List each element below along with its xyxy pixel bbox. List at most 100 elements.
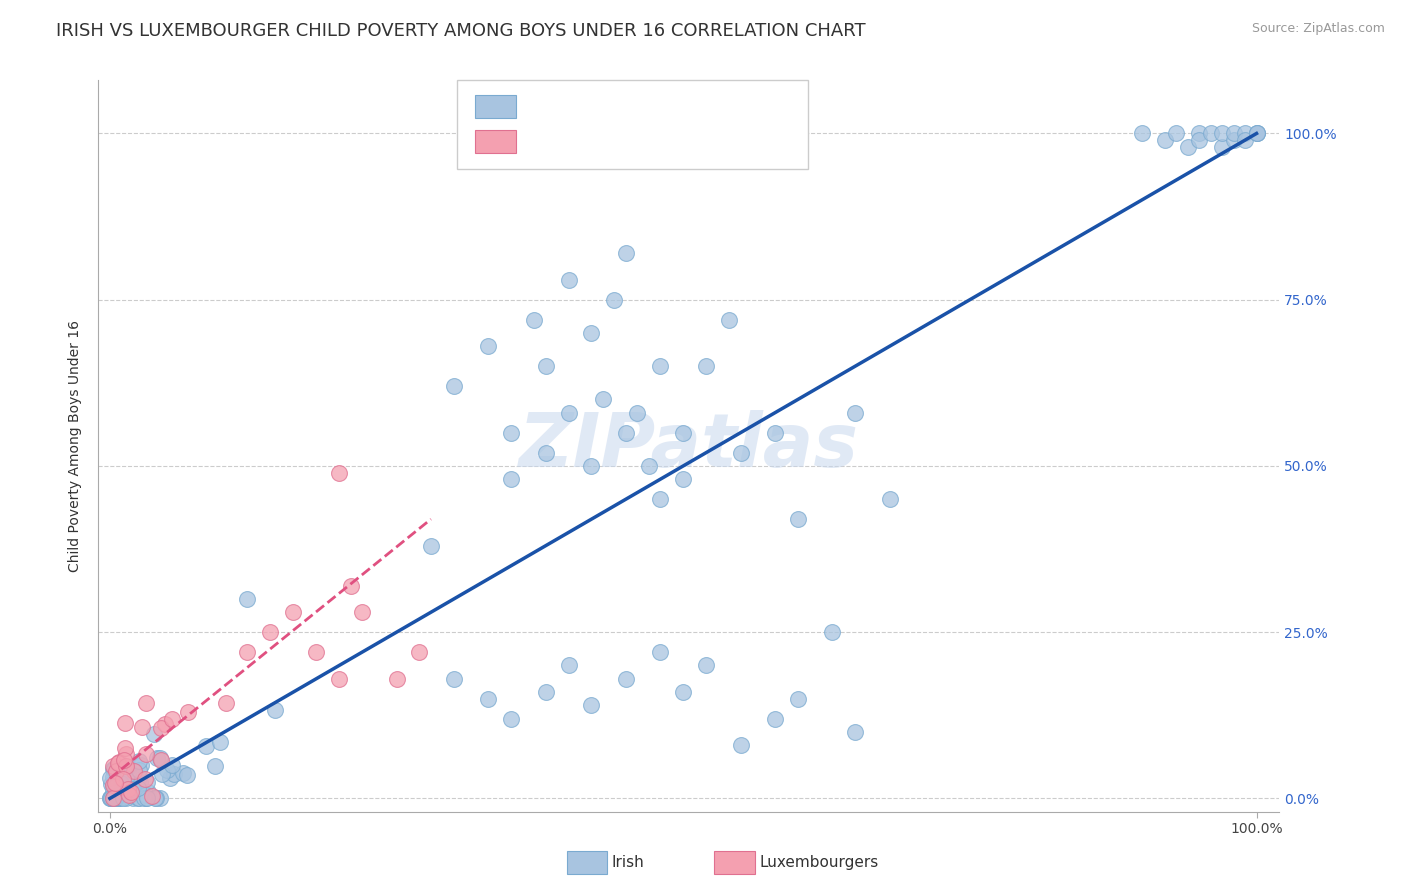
Point xyxy=(111,791,134,805)
Point xyxy=(763,425,786,440)
Text: 126: 126 xyxy=(644,97,682,115)
Point xyxy=(103,778,125,792)
Point xyxy=(105,791,128,805)
Point xyxy=(879,492,901,507)
Point xyxy=(107,756,129,770)
Point xyxy=(112,782,135,797)
Point xyxy=(215,697,238,711)
Point xyxy=(103,791,125,805)
Text: Irish: Irish xyxy=(612,855,644,870)
Text: R =: R = xyxy=(520,133,560,151)
Point xyxy=(149,753,172,767)
Point xyxy=(159,771,181,785)
Point xyxy=(107,791,129,805)
Point xyxy=(523,312,546,326)
Point xyxy=(534,359,557,374)
Point xyxy=(195,739,218,754)
Point xyxy=(1199,127,1222,141)
Point xyxy=(1211,127,1233,141)
Text: IRISH VS LUXEMBOURGER CHILD POVERTY AMONG BOYS UNDER 16 CORRELATION CHART: IRISH VS LUXEMBOURGER CHILD POVERTY AMON… xyxy=(56,22,866,40)
Point xyxy=(114,772,136,786)
Point xyxy=(120,785,142,799)
Point xyxy=(1234,127,1257,141)
Point xyxy=(1166,127,1188,141)
Point xyxy=(149,791,172,805)
Point xyxy=(101,791,124,805)
Point xyxy=(557,406,579,420)
Point xyxy=(1153,133,1175,147)
Point xyxy=(128,763,150,777)
Point xyxy=(100,791,122,805)
Point xyxy=(112,753,135,767)
Point xyxy=(592,392,614,407)
Text: Luxembourgers: Luxembourgers xyxy=(759,855,879,870)
Point xyxy=(581,458,603,473)
Point xyxy=(328,672,350,686)
Point xyxy=(1130,127,1153,141)
Point xyxy=(105,764,128,779)
Point xyxy=(146,750,169,764)
Point xyxy=(339,579,361,593)
Point xyxy=(501,712,523,726)
Point xyxy=(122,764,145,779)
Point xyxy=(103,791,125,805)
Point xyxy=(352,605,374,619)
Point xyxy=(149,750,172,764)
Point xyxy=(204,758,226,772)
Text: 0.716: 0.716 xyxy=(551,97,607,115)
Point xyxy=(124,782,146,797)
Text: N =: N = xyxy=(612,97,651,115)
Point xyxy=(177,705,200,719)
Point xyxy=(145,791,167,805)
Point xyxy=(557,273,579,287)
Point xyxy=(128,770,150,784)
Point xyxy=(1211,140,1233,154)
Point xyxy=(581,326,603,340)
Point xyxy=(153,717,176,731)
Point xyxy=(305,645,328,659)
Point xyxy=(844,406,866,420)
Point xyxy=(118,788,141,802)
Point xyxy=(236,645,259,659)
Point xyxy=(1222,127,1244,141)
Point xyxy=(117,767,139,781)
Text: N =: N = xyxy=(612,133,651,151)
Text: R =: R = xyxy=(520,97,560,115)
Point xyxy=(128,754,150,768)
Point xyxy=(135,791,157,805)
Point xyxy=(117,782,139,797)
Point xyxy=(104,775,127,789)
Point xyxy=(127,791,149,805)
Point xyxy=(176,768,198,782)
Point xyxy=(134,772,156,786)
Y-axis label: Child Poverty Among Boys Under 16: Child Poverty Among Boys Under 16 xyxy=(69,320,83,572)
Point xyxy=(236,591,259,606)
Point xyxy=(127,780,149,795)
Point xyxy=(695,359,717,374)
Point xyxy=(115,759,138,773)
Point xyxy=(443,672,465,686)
Point xyxy=(534,685,557,699)
Point xyxy=(385,672,408,686)
Point xyxy=(581,698,603,713)
Point xyxy=(718,312,741,326)
Point xyxy=(160,712,183,726)
Point xyxy=(626,406,648,420)
Point xyxy=(114,791,136,805)
Point xyxy=(103,791,125,805)
Point xyxy=(110,776,132,790)
Point xyxy=(108,791,131,805)
Point xyxy=(104,779,127,793)
Point xyxy=(104,764,127,778)
Point xyxy=(1177,140,1199,154)
Point xyxy=(614,425,637,440)
Point xyxy=(112,772,135,786)
Point xyxy=(115,747,138,762)
Point xyxy=(101,791,124,805)
Point xyxy=(163,766,186,780)
Point xyxy=(160,757,183,772)
Point xyxy=(328,466,350,480)
Point xyxy=(614,246,637,260)
Point xyxy=(650,645,672,659)
Point xyxy=(100,777,122,791)
